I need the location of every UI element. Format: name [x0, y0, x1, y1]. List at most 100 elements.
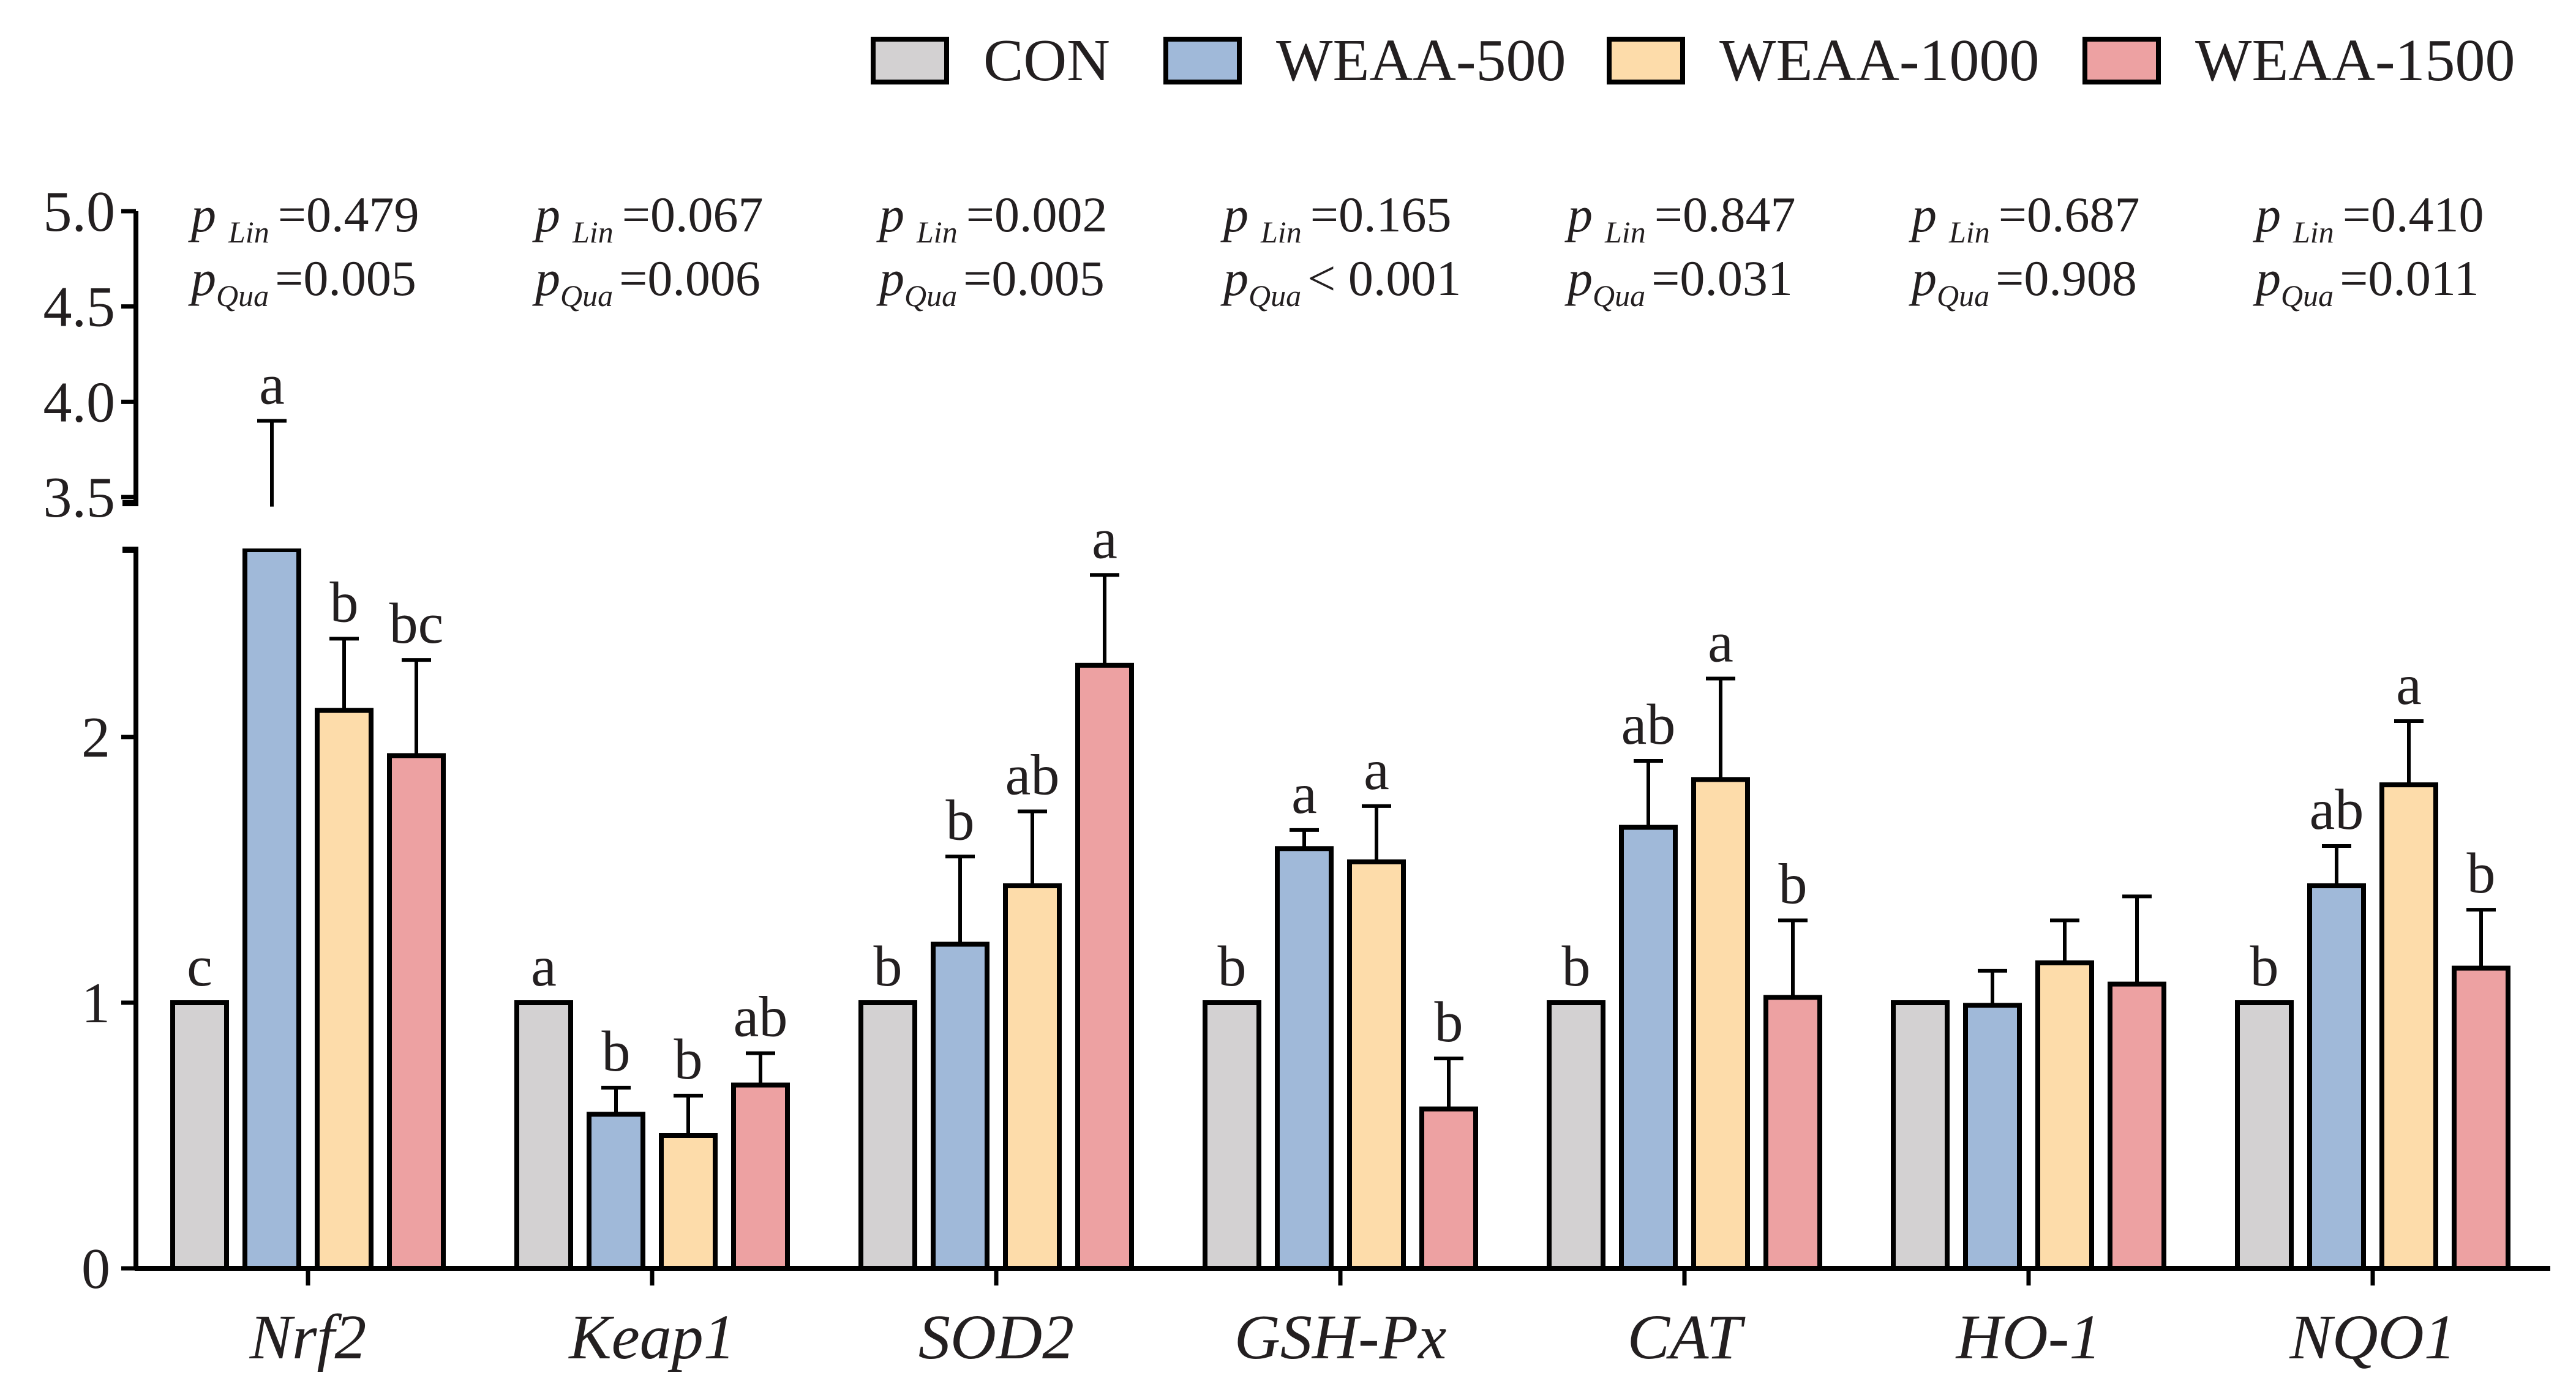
significance-letter: a	[1708, 611, 1733, 675]
x-tick-label: GSH-Px	[1234, 1302, 1447, 1372]
p-lin: p Lin =0.410	[2253, 187, 2484, 249]
p-qua-value: =0.908	[1996, 250, 2137, 306]
p-symbol: p	[1220, 187, 1249, 242]
bar	[387, 753, 446, 1271]
p-symbol: p	[2253, 250, 2281, 306]
bar	[2379, 782, 2438, 1271]
bar	[587, 1112, 645, 1271]
p-lin-value: =0.002	[966, 187, 1108, 242]
p-symbol: p	[1909, 187, 1937, 242]
p-symbol: p	[1564, 187, 1593, 242]
bar	[242, 547, 301, 1271]
bar	[1275, 846, 1334, 1271]
p-symbol: p	[188, 187, 216, 242]
bar	[1419, 1106, 1478, 1271]
p-symbol: p	[1564, 250, 1593, 306]
p-lin-sub: Lin	[2292, 215, 2334, 249]
legend-item-weaa-500: WEAA-500	[1163, 28, 1566, 94]
p-symbol: p	[876, 250, 904, 306]
bar	[2307, 883, 2366, 1271]
bar	[1763, 995, 1822, 1271]
legend-swatch	[2082, 37, 2161, 84]
x-tick-label: SOD2	[918, 1302, 1074, 1372]
bar	[1203, 1000, 1261, 1271]
bar-group-keap1: ab bab	[514, 935, 790, 1271]
bar	[1347, 859, 1406, 1271]
legend-swatch	[1607, 37, 1685, 84]
significance-letter: b	[1435, 990, 1463, 1054]
significance-letter: ab	[734, 985, 788, 1049]
p-lin-value: =0.687	[1999, 187, 2140, 242]
x-tick-label: Nrf2	[249, 1302, 367, 1372]
p-symbol: p	[532, 187, 560, 242]
significance-letter: b	[1218, 935, 1247, 998]
significance-letter: a	[2396, 653, 2422, 717]
bar	[2108, 981, 2166, 1271]
p-symbol: p	[1220, 250, 1249, 306]
significance-letter: b	[2250, 935, 2279, 998]
significance-letter: b	[1562, 935, 1591, 998]
p-qua-value: =0.011	[2340, 250, 2479, 306]
p-lin-value: =0.067	[622, 187, 764, 242]
significance-letter: ab	[1621, 693, 1676, 757]
legend-label: WEAA-1500	[2195, 28, 2515, 94]
significance-letter: b	[2467, 842, 2496, 905]
significance-letter: b	[602, 1020, 631, 1083]
bar	[931, 941, 989, 1271]
p-lin: p Lin =0.067	[532, 187, 763, 249]
p-qua-sub: Qua	[904, 279, 957, 313]
bar	[1891, 1000, 1950, 1271]
p-lin: p Lin =0.847	[1564, 187, 1795, 249]
p-qua: pQua =0.031	[1564, 250, 1793, 313]
bar	[1619, 825, 1678, 1271]
significance-letter: b	[330, 571, 359, 634]
significance-letter: bc	[389, 592, 444, 656]
p-symbol: p	[532, 250, 560, 306]
p-qua-sub: Qua	[2281, 279, 2334, 313]
p-qua-sub: Qua	[1249, 279, 1301, 313]
bar	[2235, 1000, 2294, 1271]
p-qua-value: =0.006	[619, 250, 760, 306]
y-tick-label: 5.0	[43, 180, 116, 244]
bar	[1963, 1003, 2022, 1271]
legend: CON WEAA-500 WEAA-1000 WEAA-1500	[871, 28, 2515, 94]
significance-letter: a	[1092, 507, 1117, 571]
p-qua-value: < 0.001	[1307, 250, 1461, 306]
p-lin-sub: Lin	[572, 215, 614, 249]
bar	[514, 1000, 573, 1271]
p-lin-sub: Lin	[916, 215, 958, 249]
y-tick-label: 3.5	[43, 466, 116, 529]
p-symbol: p	[876, 187, 904, 242]
legend-label: WEAA-1000	[1719, 28, 2040, 94]
p-qua-value: =0.005	[275, 250, 416, 306]
bar	[2452, 965, 2510, 1271]
bar-group-nrf2: c a b bc	[170, 353, 446, 1271]
significance-letter: a	[531, 935, 557, 998]
y-tick-label: 0	[81, 1237, 110, 1301]
p-qua-value: =0.031	[1651, 250, 1793, 306]
x-tick-label: NQO1	[2289, 1302, 2456, 1372]
p-lin: p Lin =0.479	[188, 187, 419, 249]
significance-letter: ab	[2310, 778, 2364, 842]
p-qua-sub: Qua	[1593, 279, 1645, 313]
legend-label: WEAA-500	[1276, 28, 1566, 94]
significance-letter: a	[259, 353, 285, 416]
x-tick-label: HO-1	[1955, 1302, 2101, 1372]
p-symbol: p	[1909, 250, 1937, 306]
bar-break-gap	[241, 506, 302, 548]
p-lin: p Lin =0.002	[876, 187, 1107, 249]
p-qua: pQua < 0.001	[1220, 250, 1461, 313]
p-qua-sub: Qua	[1937, 279, 1989, 313]
p-symbol: p	[188, 250, 216, 306]
p-symbol: p	[2253, 187, 2281, 242]
legend-swatch	[1163, 37, 1242, 84]
legend-item-weaa-1000: WEAA-1000	[1607, 28, 2040, 94]
